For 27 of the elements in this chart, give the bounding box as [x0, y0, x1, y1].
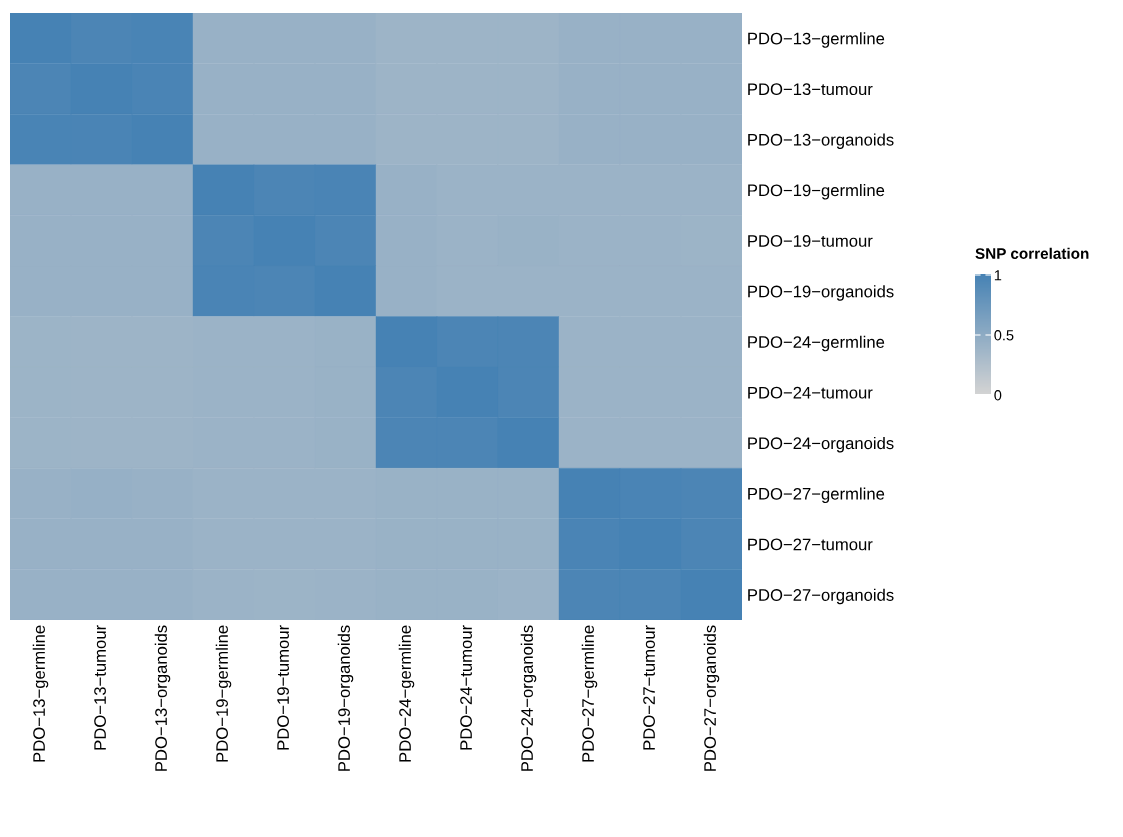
y-tick-label: PDO−27−tumour	[748, 538, 873, 551]
x-tick-label: PDO−19−germline	[215, 625, 232, 762]
y-tick-label: PDO−27−germline	[748, 487, 885, 504]
y-tick-label: PDO−13−tumour	[748, 83, 873, 96]
x-tick-label: PDO−24−germline	[398, 625, 415, 762]
y-tick-label: PDO−24−organoids	[748, 436, 894, 453]
y-tick-label: PDO−19−organoids	[748, 285, 894, 301]
y-tick-label: PDO−19−germline	[748, 184, 885, 200]
color-bar-label: 0.5	[994, 330, 1014, 341]
x-tick-label: PDO−13−organoids	[154, 625, 171, 771]
y-tick-label: PDO−27−organoids	[748, 588, 894, 605]
color-bar-label: 0	[994, 390, 1002, 401]
x-tick-label: PDO−19−organoids	[337, 625, 354, 771]
y-tick-label: PDO−13−organoids	[748, 133, 894, 149]
y-tick-label: PDO−24−tumour	[748, 386, 873, 399]
x-tick-label: PDO−19−tumour	[277, 625, 289, 750]
y-tick-label: PDO−24−germline	[748, 335, 885, 352]
color-bar-label: 1	[994, 270, 1002, 281]
x-tick-label: PDO−27−tumour	[643, 625, 655, 750]
y-tick-label: PDO−19−tumour	[748, 235, 873, 247]
x-tick-label: PDO−24−organoids	[520, 625, 537, 771]
x-tick-label: PDO−24−tumour	[460, 625, 472, 750]
x-tick-label: PDO−13−tumour	[94, 625, 106, 750]
y-tick-label: PDO−13−germline	[748, 32, 885, 48]
x-tick-label: PDO−13−germline	[32, 625, 49, 762]
color-bar-title: SNP correlation	[975, 247, 1089, 259]
x-tick-label: PDO−27−germline	[581, 625, 598, 762]
